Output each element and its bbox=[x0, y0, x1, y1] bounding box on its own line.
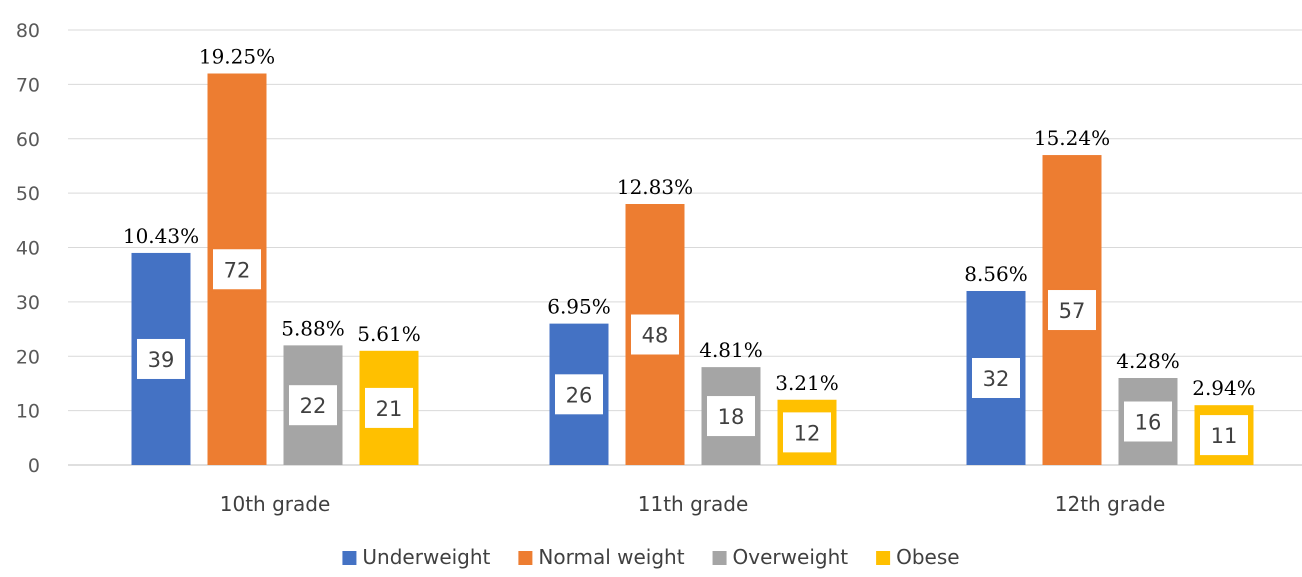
legend-swatch bbox=[712, 551, 727, 565]
value-label-box bbox=[1198, 413, 1250, 458]
value-label: 22 bbox=[300, 394, 327, 418]
legend-item: Underweight bbox=[342, 545, 491, 569]
y-tick-label: 30 bbox=[16, 292, 40, 314]
percent-label: 19.25% bbox=[199, 45, 275, 69]
value-label: 21 bbox=[376, 397, 403, 421]
y-axis: 0 10 20 30 40 50 60 70 80 bbox=[16, 20, 40, 477]
value-label-box bbox=[629, 312, 681, 357]
percent-label: 2.94% bbox=[1192, 376, 1256, 400]
x-category-label: 11th grade bbox=[638, 492, 749, 516]
legend-item: Obese bbox=[876, 545, 960, 569]
y-tick-label: 20 bbox=[16, 346, 40, 368]
legend-item: Overweight bbox=[712, 545, 849, 569]
percent-label: 15.24% bbox=[1034, 126, 1110, 150]
value-label-box bbox=[553, 372, 605, 417]
legend-label: Normal weight bbox=[538, 545, 684, 569]
x-category-label: 12th grade bbox=[1055, 492, 1166, 516]
percent-label: 4.28% bbox=[1116, 349, 1180, 373]
legend-label: Obese bbox=[896, 545, 959, 569]
value-label: 16 bbox=[1135, 411, 1162, 435]
value-label-box bbox=[135, 336, 187, 381]
percent-label: 3.21% bbox=[775, 371, 839, 395]
legend-item: Normal weight bbox=[518, 545, 685, 569]
value-label: 12 bbox=[794, 421, 821, 445]
y-tick-label: 60 bbox=[16, 129, 40, 151]
value-label: 72 bbox=[224, 258, 251, 282]
percent-label: 4.81% bbox=[699, 338, 763, 362]
data-labels: 10.43% 39 6.95% 26 8.56% 32 19.25% 72 12.83% 48 15… bbox=[123, 45, 1256, 458]
percent-label: 12.83% bbox=[617, 175, 693, 199]
x-category-label: 10th grade bbox=[220, 492, 331, 516]
value-label-box bbox=[363, 385, 415, 430]
value-label: 18 bbox=[718, 405, 745, 429]
value-label: 57 bbox=[1059, 299, 1086, 323]
value-label: 11 bbox=[1211, 424, 1238, 448]
value-label-box bbox=[1046, 288, 1098, 333]
percent-label: 8.56% bbox=[964, 262, 1028, 286]
value-label: 39 bbox=[148, 348, 175, 372]
value-label-box bbox=[781, 410, 833, 455]
legend-swatch bbox=[518, 551, 533, 565]
gridlines bbox=[68, 29, 1302, 466]
value-label-box bbox=[705, 394, 757, 439]
percent-label: 10.43% bbox=[123, 224, 199, 248]
y-tick-label: 0 bbox=[28, 455, 40, 477]
legend-label: Overweight bbox=[733, 545, 849, 569]
legend-swatch bbox=[342, 551, 357, 565]
value-label: 32 bbox=[983, 367, 1010, 391]
x-axis: 10th grade 11th grade 12th grade bbox=[220, 492, 1166, 516]
percent-label: 6.95% bbox=[547, 295, 611, 319]
value-label-box bbox=[970, 356, 1022, 400]
y-tick-label: 40 bbox=[16, 238, 40, 260]
value-label-box bbox=[287, 383, 339, 428]
legend-label: Underweight bbox=[362, 545, 490, 569]
y-tick-label: 80 bbox=[16, 20, 40, 42]
y-tick-label: 10 bbox=[16, 401, 40, 423]
y-tick-label: 50 bbox=[16, 183, 40, 205]
legend: Underweight Normal weight Overweight Obese bbox=[342, 545, 960, 569]
percent-label: 5.88% bbox=[281, 316, 345, 340]
percent-label: 5.61% bbox=[357, 322, 421, 346]
value-label-box bbox=[1122, 399, 1174, 444]
value-label: 48 bbox=[642, 324, 669, 348]
legend-swatch bbox=[876, 551, 891, 565]
y-tick-label: 70 bbox=[16, 74, 40, 96]
value-label-box bbox=[211, 247, 263, 292]
value-label: 26 bbox=[566, 383, 593, 407]
